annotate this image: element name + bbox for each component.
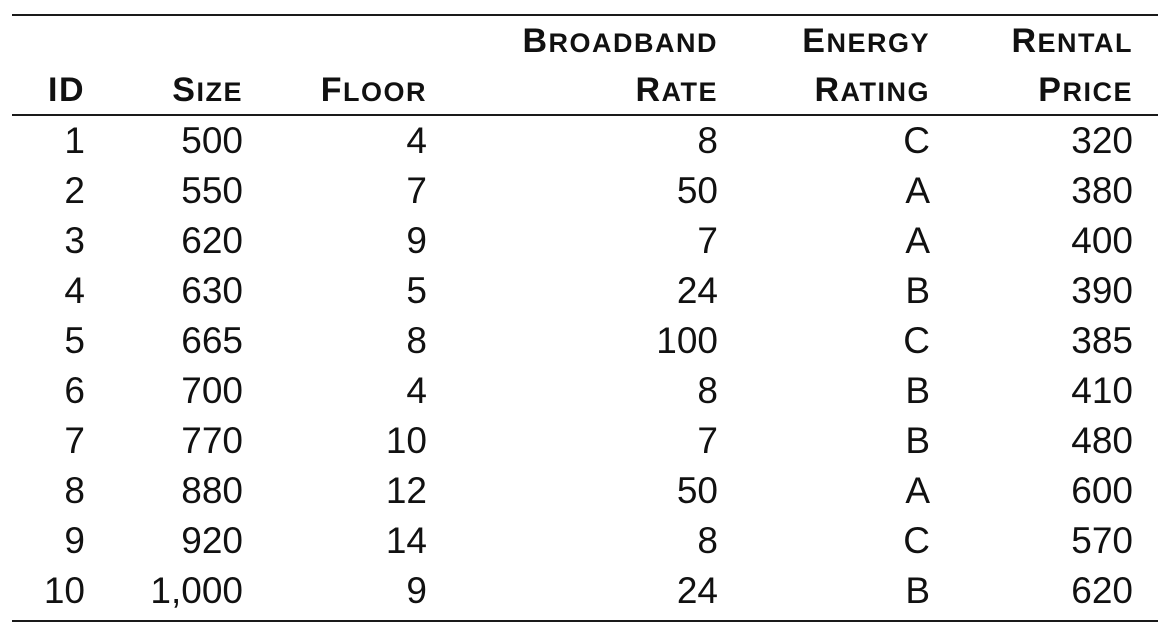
cell-rental-price: 600 [1071,470,1133,511]
cell-size: 920 [181,520,243,561]
cell-broadband-rate: 50 [676,470,718,511]
cell-energy-rating: A [905,220,930,261]
cell-floor: 9 [406,570,427,611]
column-header-rental-price-line1: RENTAL [1011,22,1133,60]
cell-size: 700 [181,370,243,411]
cell-id: 2 [64,170,85,211]
cell-floor: 12 [385,470,427,511]
table-header-rule [12,114,1158,116]
cell-energy-rating: A [905,470,930,511]
cell-rental-price: 385 [1071,320,1133,361]
cell-id: 3 [64,220,85,261]
cell-energy-rating: C [903,120,930,161]
cell-energy-rating: A [905,170,930,211]
cell-floor: 10 [385,420,427,461]
column-header-floor-line2: FLOOR [320,71,427,109]
cell-energy-rating: B [905,370,930,411]
cell-id: 10 [43,570,85,611]
cell-energy-rating: B [905,270,930,311]
cell-broadband-rate: 24 [676,270,718,311]
cell-size: 880 [181,470,243,511]
cell-broadband-rate: 7 [697,220,718,261]
cell-size: 770 [181,420,243,461]
table-bottom-rule [12,620,1158,622]
cell-size: 500 [181,120,243,161]
cell-id: 8 [64,470,85,511]
cell-floor: 7 [406,170,427,211]
cell-id: 6 [64,370,85,411]
cell-rental-price: 410 [1071,370,1133,411]
cell-broadband-rate: 8 [697,370,718,411]
column-header-id-line2: ID [48,71,85,109]
cell-rental-price: 390 [1071,270,1133,311]
cell-id: 9 [64,520,85,561]
cell-floor: 14 [385,520,427,561]
cell-size: 620 [181,220,243,261]
cell-size: 1,000 [150,570,243,611]
cell-rental-price: 320 [1071,120,1133,161]
cell-broadband-rate: 7 [697,420,718,461]
cell-energy-rating: C [903,320,930,361]
cell-energy-rating: B [905,570,930,611]
cell-energy-rating: B [905,420,930,461]
cell-id: 4 [64,270,85,311]
cell-rental-price: 400 [1071,220,1133,261]
cell-floor: 8 [406,320,427,361]
cell-rental-price: 620 [1071,570,1133,611]
cell-floor: 4 [406,370,427,411]
column-header-rental-price-line2: PRICE [1038,71,1133,109]
column-header-energy-rating-line1: ENERGY [802,22,930,60]
column-header-size-line2: SIZE [172,71,243,109]
cell-floor: 4 [406,120,427,161]
cell-floor: 9 [406,220,427,261]
cell-floor: 5 [406,270,427,311]
cell-rental-price: 380 [1071,170,1133,211]
cell-size: 630 [181,270,243,311]
cell-id: 5 [64,320,85,361]
cell-broadband-rate: 8 [697,120,718,161]
cell-size: 665 [181,320,243,361]
cell-id: 7 [64,420,85,461]
cell-id: 1 [64,120,85,161]
table-top-rule [12,14,1158,16]
cell-rental-price: 570 [1071,520,1133,561]
cell-broadband-rate: 50 [676,170,718,211]
cell-energy-rating: C [903,520,930,561]
column-header-broadband-rate-line2: RATE [635,71,718,109]
cell-broadband-rate: 100 [656,320,718,361]
cell-rental-price: 480 [1071,420,1133,461]
cell-size: 550 [181,170,243,211]
column-header-broadband-rate-line1: BROADBAND [522,22,718,60]
cell-broadband-rate: 24 [676,570,718,611]
cell-broadband-rate: 8 [697,520,718,561]
column-header-energy-rating-line2: RATING [814,71,930,109]
